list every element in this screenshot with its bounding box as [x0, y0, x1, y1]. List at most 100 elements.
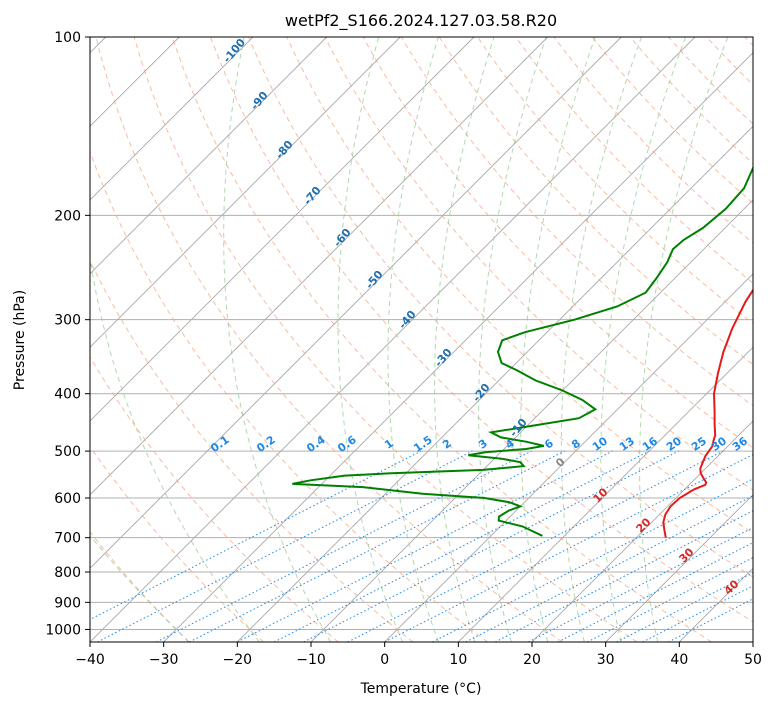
- x-tick-label: −40: [75, 652, 105, 668]
- isotherm-line: [163, 52, 753, 642]
- dry-adiabat-line: [90, 355, 339, 642]
- isotherm-line: [310, 199, 753, 642]
- isotherm-line: [90, 37, 622, 569]
- axes: −40 −30 −20 −10 0 10 20 30 40 5010020030040050060…: [45, 30, 762, 668]
- isotherm-line: [90, 37, 401, 348]
- mixing-ratio-line: [642, 585, 753, 642]
- dewpoint-trace: [292, 165, 753, 537]
- moist-adiabat-line: [223, 37, 332, 642]
- dry-adiabat-line: [324, 37, 753, 491]
- mixing-ratio-line: [347, 450, 724, 642]
- isotherm-line: [90, 37, 328, 275]
- dry-adiabat-line: [90, 445, 264, 642]
- mixing-ratio-label: 1.5: [411, 433, 434, 455]
- y-tick-label: 400: [54, 387, 81, 403]
- moist-adiabat-label: 30: [677, 545, 697, 565]
- dry-adiabat-line: [90, 150, 488, 642]
- isotherm-line: [90, 37, 549, 496]
- dry-adiabat-line: [400, 37, 753, 407]
- dry-adiabat-line: [90, 259, 414, 642]
- y-tick-label: 500: [54, 444, 81, 460]
- x-tick-label: 50: [744, 652, 762, 668]
- moist-adiabat-line: [638, 37, 729, 642]
- mixing-ratio-label: 0.2: [254, 433, 277, 455]
- y-tick-label: 600: [54, 491, 81, 507]
- dry-adiabat-label: -40: [396, 308, 419, 332]
- dry-adiabat-line: [210, 37, 753, 623]
- mixing-ratio-line: [668, 598, 753, 642]
- y-tick-label: 100: [54, 30, 81, 46]
- isotherm-line: [90, 37, 696, 642]
- dry-adiabat-label: -50: [363, 268, 386, 292]
- moist-adiabat-line: [90, 255, 260, 642]
- dry-adiabat-line: [706, 37, 753, 86]
- dry-adiabat-line: [90, 531, 190, 642]
- dry-adiabat-label: -80: [273, 138, 296, 162]
- dry-adiabat-line: [133, 37, 638, 642]
- y-tick-label: 900: [54, 595, 81, 611]
- isotherm-line: [457, 346, 753, 642]
- dry-adiabat-line: [438, 37, 753, 365]
- dry-adiabat-line: [553, 37, 753, 244]
- chart-title: wetPf2_S166.2024.127.03.58.R20: [285, 11, 557, 31]
- moist-adiabat-line: [520, 37, 596, 642]
- x-tick-label: 10: [449, 652, 467, 668]
- plot-frame: [89, 36, 754, 643]
- y-tick-label: 800: [54, 565, 81, 581]
- moist-adiabat-label: 20: [634, 515, 654, 535]
- mixing-ratio-label: 0.1: [208, 433, 231, 455]
- mixing-ratio-line: [303, 450, 679, 642]
- isotherm-line: [752, 641, 753, 642]
- x-tick-label: −30: [149, 652, 179, 668]
- dry-adiabat-label: -30: [432, 346, 455, 370]
- isotherm-line: [90, 37, 475, 422]
- mixing-ratio-line: [156, 450, 532, 642]
- mixing-ratio-line: [237, 450, 613, 642]
- mixing-ratio-label: 0.4: [304, 433, 328, 455]
- isotherm-line: [531, 420, 753, 642]
- dry-adiabat-label: -20: [470, 381, 493, 405]
- moist-adiabat-line: [600, 37, 687, 642]
- mixing-ratio-line: [616, 572, 753, 642]
- isotherm-line: [90, 37, 254, 201]
- x-tick-label: −20: [223, 652, 253, 668]
- moist-adiabat-label: 0: [553, 455, 568, 470]
- mixing-ratio-label: 8: [569, 437, 583, 452]
- mixing-ratio-line: [97, 450, 473, 642]
- x-tick-label: 40: [670, 652, 688, 668]
- dry-adiabat-label: -100: [220, 36, 248, 66]
- mixing-ratio-label: 2: [440, 437, 454, 452]
- moist-adiabat-line: [434, 37, 495, 642]
- y-tick-label: 1000: [45, 622, 81, 638]
- dry-adiabat-label: -90: [248, 89, 271, 113]
- mixing-ratio-line: [557, 542, 753, 642]
- x-tick-label: 30: [597, 652, 615, 668]
- plot-background: [90, 37, 753, 642]
- dry-adiabat-label: -60: [331, 226, 354, 250]
- dry-adiabat-label: -70: [301, 184, 324, 208]
- mixing-ratio-label: 0.6: [335, 433, 359, 455]
- x-tick-label: −10: [296, 652, 326, 668]
- x-tick-label: 20: [523, 652, 541, 668]
- moist-adiabat-line: [560, 37, 642, 642]
- mixing-ratio-line: [273, 450, 650, 642]
- isotherm-line: [605, 494, 753, 642]
- isotherm-line: [236, 125, 753, 642]
- dry-adiabat-line: [477, 37, 753, 325]
- dry-adiabat-line: [248, 37, 753, 578]
- mixing-ratio-label: 3: [476, 437, 490, 452]
- y-tick-label: 700: [54, 531, 81, 547]
- moist-adiabat-line: [337, 37, 403, 642]
- dry-adiabat-line: [95, 37, 563, 642]
- x-tick-label: 0: [380, 652, 389, 668]
- moist-adiabat-label: 10: [591, 485, 611, 505]
- mixing-ratio-line: [432, 478, 753, 642]
- temperature-trace: [662, 288, 753, 538]
- x-axis-label: Temperature (°C): [360, 681, 482, 697]
- mixing-ratio-label: 6: [542, 436, 556, 451]
- plot-data: [292, 165, 753, 538]
- y-tick-label: 200: [54, 208, 81, 224]
- moist-adiabat-line: [90, 534, 190, 642]
- dry-adiabat-line: [744, 37, 753, 47]
